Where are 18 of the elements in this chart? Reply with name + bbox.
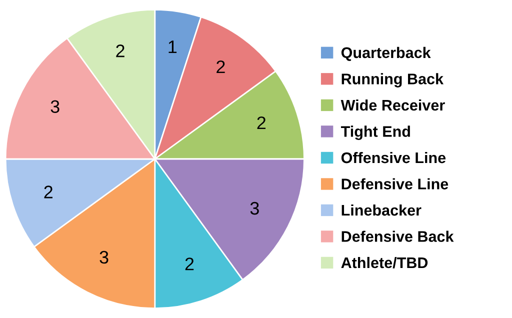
legend-label: Running Back: [342, 73, 444, 88]
data-label: 2: [116, 44, 124, 58]
legend-label: Quarterback: [341, 46, 431, 61]
legend-label: Defensive Line: [342, 178, 448, 190]
data-label: 3: [50, 100, 60, 113]
data-label: 3: [100, 250, 108, 264]
data-label: 2: [257, 116, 266, 130]
data-label: 2: [185, 258, 194, 270]
data-label: 1: [168, 40, 177, 54]
data-label: 2: [216, 60, 225, 74]
legend-label: Linebacker: [342, 204, 422, 216]
data-label: 3: [250, 202, 259, 215]
legend-label: Defensive Back: [342, 230, 454, 242]
legend-label: Tight End: [340, 126, 410, 140]
legend-label: Athlete/TBD: [341, 256, 428, 268]
legend-label: Wide Receiver: [340, 99, 445, 111]
legend-label: Offensive Line: [341, 152, 446, 164]
data-label: 2: [44, 186, 52, 198]
